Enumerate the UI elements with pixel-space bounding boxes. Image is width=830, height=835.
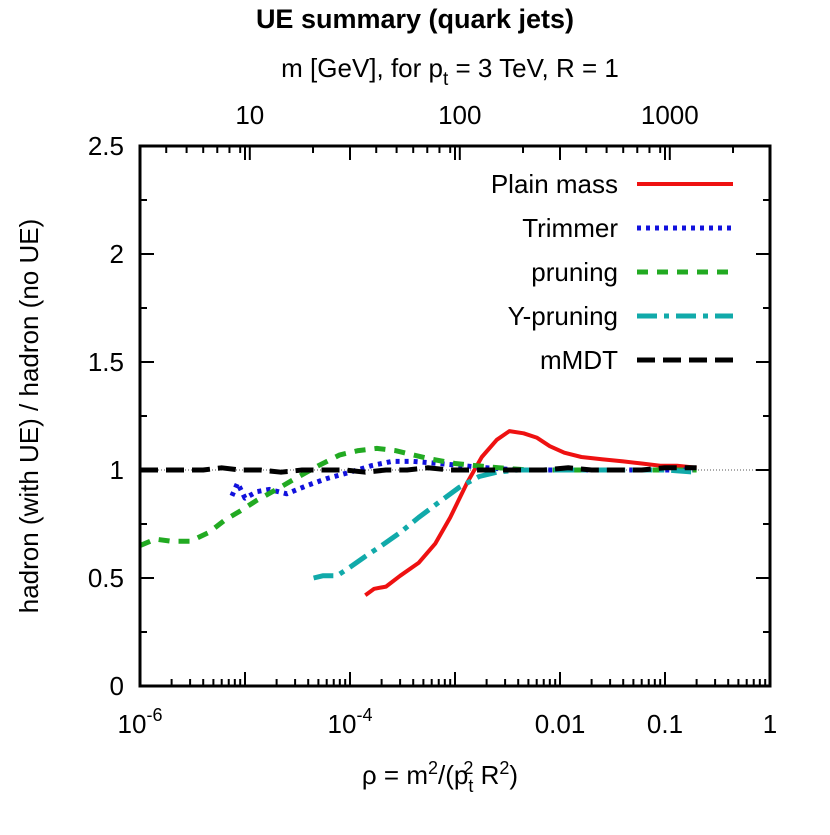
series-line-plain-mass [364,429,697,597]
x-tick-label: 0.01 [535,709,586,739]
legend-label: mMDT [540,345,618,375]
legend-label: Y-pruning [508,301,618,331]
x-tick-label: 10-4 [328,705,373,739]
y-tick-label: 2 [110,239,124,269]
series-layer [140,429,697,597]
y-tick-label: 1 [110,455,124,485]
legend-label: pruning [531,257,618,287]
series-line-mmdt [140,465,697,475]
x-axis-label: ρ = m2/(pt2 R2) [362,758,518,796]
legend-label: Trimmer [522,213,618,243]
series-line-y-pruning [313,467,697,581]
chart-title: UE summary (quark jets) [256,4,574,34]
y-tick-label: 2.5 [88,131,124,161]
x-tick-label: 1 [763,709,777,739]
top-tick-label: 1000 [641,100,699,130]
y-tick-label: 0 [110,671,124,701]
x-axis-ticks: 10-6 10-4 0.01 0.1 1 [118,146,777,739]
y-tick-label: 1.5 [88,347,124,377]
legend-label: Plain mass [491,169,618,199]
top-tick-label: 100 [438,100,481,130]
x-tick-label: 10-6 [118,705,163,739]
y-axis-label: hadron (with UE) / hadron (no UE) [14,219,44,614]
y-tick-label: 0.5 [88,563,124,593]
top-tick-label: 10 [235,100,264,130]
y-axis-ticks: 0 0.5 1 1.5 2 2.5 [88,131,770,701]
x-tick-label: 0.1 [647,709,683,739]
legend: Plain mass Trimmer pruning Y-pruning mMDT [491,169,733,375]
top-axis-label: m [GeV], for pt = 3 TeV, R = 1 [281,53,619,90]
series-line-pruning [140,445,697,548]
